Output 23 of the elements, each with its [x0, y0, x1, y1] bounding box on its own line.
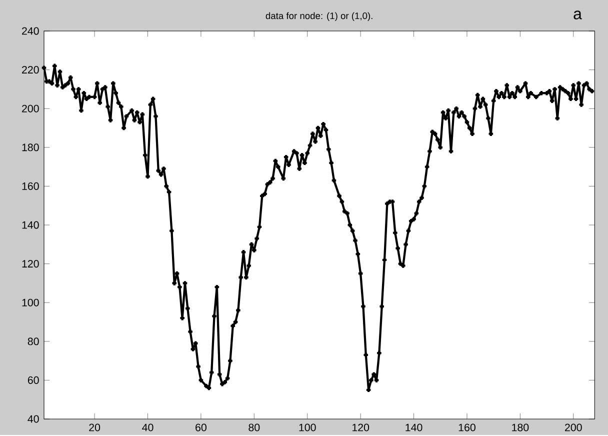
x-tick-label: 200 — [565, 424, 582, 432]
y-tick-label: 100 — [22, 298, 39, 307]
y-tick-label: 240 — [22, 27, 39, 35]
x-tick-label: 80 — [248, 424, 260, 432]
x-tick-label: 20 — [89, 424, 100, 432]
y-tick-label: 60 — [28, 376, 39, 384]
y-tick-label: 160 — [22, 182, 39, 190]
x-tick-label: 100 — [299, 424, 316, 432]
y-tick-label: 140 — [22, 221, 39, 229]
x-tick-label: 40 — [142, 424, 154, 432]
x-tick-label: 140 — [406, 424, 422, 432]
text: a — [574, 10, 582, 20]
x-tick-label: 160 — [458, 424, 476, 432]
y-tick-label: 80 — [28, 338, 39, 346]
y-tick-label: 220 — [22, 66, 39, 74]
x-tick-label: 60 — [196, 424, 206, 432]
y-tick-label: 120 — [22, 260, 39, 268]
x-tick-label: 120 — [352, 424, 370, 432]
chart-title: data for node: (1) or (1,0). — [266, 12, 372, 22]
x-tick-label: 180 — [512, 424, 529, 432]
y-tick-label: 180 — [22, 144, 39, 152]
y-tick-label: 40 — [28, 415, 39, 423]
y-tick-label: 200 — [22, 104, 39, 113]
